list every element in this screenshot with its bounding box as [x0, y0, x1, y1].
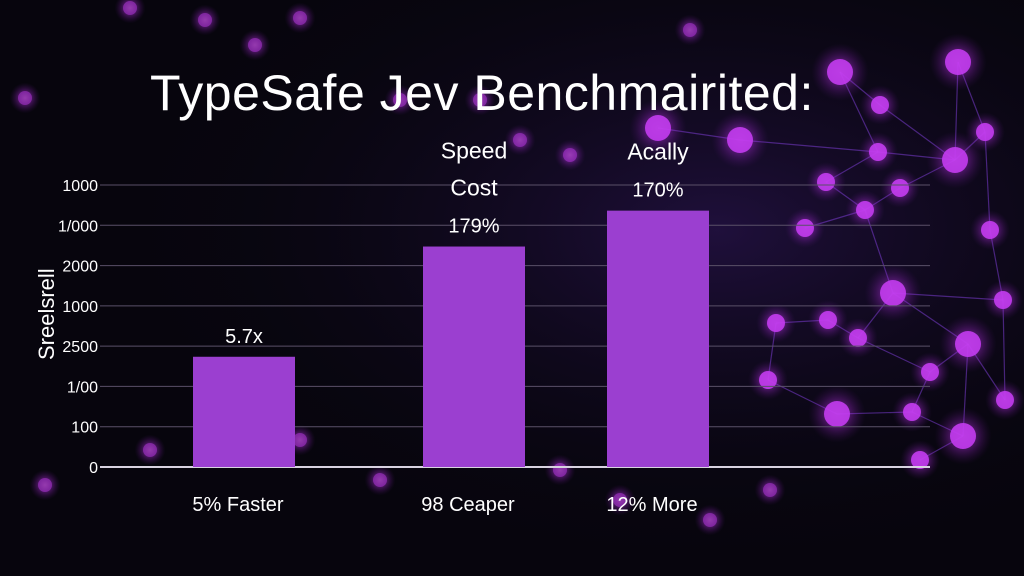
y-tick-label: 2000: [62, 259, 98, 276]
y-tick-label: 0: [89, 460, 98, 477]
bar-data-label: Cost: [450, 175, 498, 201]
chart-title: TypeSafe Jev Benchmairited:: [150, 65, 814, 121]
bar-data-label: Speed: [441, 138, 508, 164]
y-tick-label: 100: [71, 420, 98, 437]
y-tick-label: 2500: [62, 339, 98, 356]
bar-data-label: 5.7x: [225, 326, 263, 348]
x-category-label: 12% More: [606, 494, 697, 516]
y-tick-label: 1000: [62, 299, 98, 316]
y-tick-label: 1000: [62, 178, 98, 195]
y-tick-label: 1/000: [58, 218, 98, 235]
bar: [607, 210, 709, 468]
x-category-label: 98 Ceaper: [421, 494, 515, 516]
bar-data-label: Acally: [627, 139, 689, 165]
bar-data-label: 179%: [448, 216, 499, 238]
y-axis-label: Sreelsrell: [34, 268, 59, 360]
bar-data-label: 170%: [632, 180, 683, 202]
bar: [423, 246, 525, 467]
y-tick-label: 1/00: [67, 379, 98, 396]
bar: [193, 356, 295, 467]
x-category-label: 5% Faster: [192, 494, 283, 516]
